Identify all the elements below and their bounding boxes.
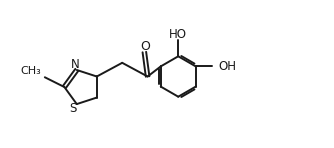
Text: O: O <box>140 40 150 53</box>
Text: S: S <box>69 102 76 115</box>
Text: CH₃: CH₃ <box>20 66 41 76</box>
Text: HO: HO <box>169 28 187 41</box>
Text: N: N <box>71 58 80 71</box>
Text: OH: OH <box>218 60 236 73</box>
